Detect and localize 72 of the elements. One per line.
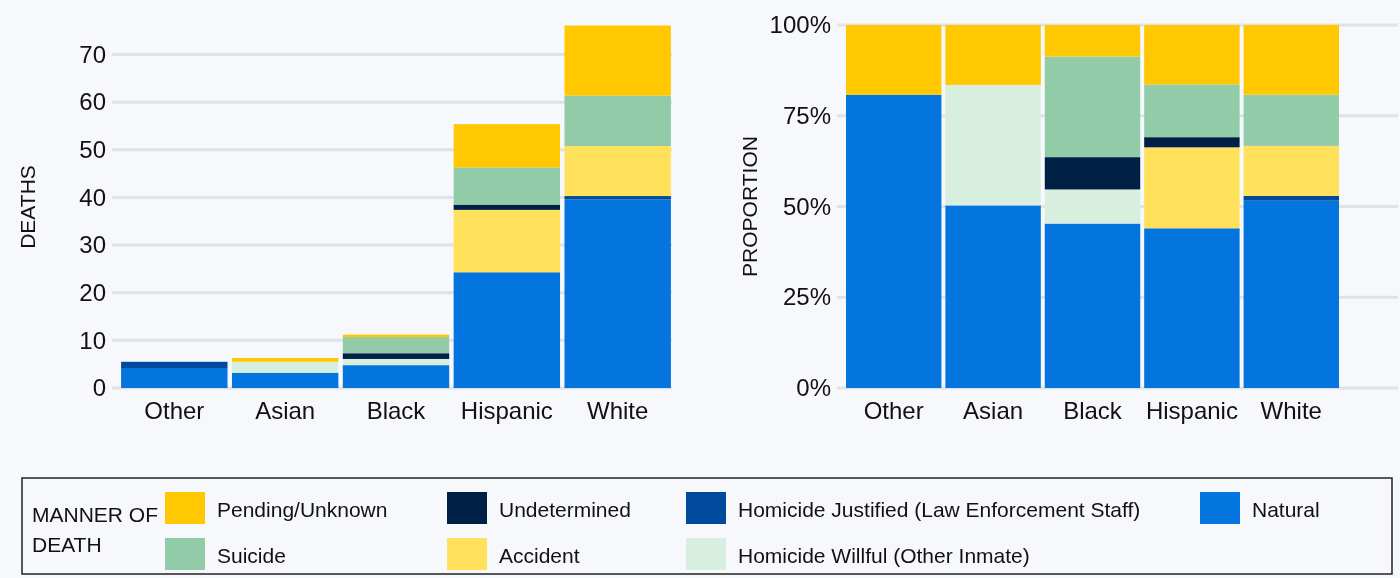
bar xyxy=(453,124,561,168)
bar xyxy=(1144,147,1240,229)
bar xyxy=(231,372,339,388)
bar xyxy=(342,365,450,388)
bar xyxy=(1144,84,1240,138)
x-tick-label: White xyxy=(587,397,649,425)
x-tick-label: Asian xyxy=(963,397,1024,425)
bar xyxy=(564,196,671,200)
y-tick-label: 75% xyxy=(782,101,831,129)
bar xyxy=(845,94,942,388)
y-tick-label: 50% xyxy=(782,192,831,220)
bar xyxy=(1144,137,1240,148)
bar xyxy=(121,368,228,388)
x-tick-label: Other xyxy=(144,397,205,425)
legend-label: Accident xyxy=(499,544,580,567)
bar xyxy=(453,167,561,205)
bar xyxy=(1243,94,1339,146)
bar xyxy=(1243,200,1339,388)
bar xyxy=(1044,25,1141,57)
y-tick-label: 70 xyxy=(79,40,106,68)
x-tick-label: Black xyxy=(1063,397,1123,425)
bar xyxy=(564,25,671,96)
x-tick-label: White xyxy=(1260,397,1322,425)
bar xyxy=(342,337,450,354)
legend-label: Homicide Willful (Other Inmate) xyxy=(738,544,1030,567)
bar xyxy=(231,357,339,362)
x-tick-label: Asian xyxy=(255,397,316,425)
bar xyxy=(945,84,1041,206)
legend-label: Homicide Justified (Law Enforcement Staff) xyxy=(738,498,1141,521)
bar xyxy=(564,146,671,197)
bar xyxy=(453,209,561,273)
bar xyxy=(1044,189,1141,224)
bar xyxy=(1243,195,1339,201)
y-tick-label: 100% xyxy=(769,11,831,39)
y-tick-label: 30 xyxy=(79,231,106,259)
bar xyxy=(453,204,561,210)
legend-label: Natural xyxy=(1252,498,1320,521)
y-tick-label: 50 xyxy=(79,136,106,164)
bar xyxy=(1144,228,1240,388)
bar xyxy=(564,95,671,147)
bar xyxy=(1243,25,1339,95)
y-axis-title: DEATHS xyxy=(16,165,40,249)
x-tick-label: Black xyxy=(366,397,427,425)
legend-label: Pending/Unknown xyxy=(217,498,388,521)
y-tick-label: 40 xyxy=(79,183,106,211)
y-tick-label: 0% xyxy=(796,374,831,402)
bar xyxy=(342,353,450,359)
y-axis-title: PROPORTION xyxy=(738,136,762,277)
bar xyxy=(342,358,450,366)
bar xyxy=(564,199,671,388)
bar xyxy=(1243,145,1339,196)
legend-label: Suicide xyxy=(217,544,286,567)
bar xyxy=(1044,157,1141,190)
legend-title: MANNER OF DEATH xyxy=(32,503,158,556)
y-tick-label: 25% xyxy=(782,283,831,311)
bar xyxy=(945,205,1041,388)
bar xyxy=(845,25,942,95)
y-tick-label: 0 xyxy=(92,374,106,402)
x-tick-label: Hispanic xyxy=(460,397,553,425)
y-tick-label: 60 xyxy=(79,88,106,116)
x-tick-label: Other xyxy=(863,397,924,425)
bar xyxy=(1144,25,1240,85)
legend-label: Undetermined xyxy=(499,498,631,521)
bar xyxy=(453,272,561,388)
y-tick-label: 10 xyxy=(79,326,106,354)
bar xyxy=(1044,56,1141,158)
bar xyxy=(121,361,228,368)
x-tick-label: Hispanic xyxy=(1145,397,1238,425)
bar xyxy=(231,361,339,373)
bar xyxy=(945,25,1041,85)
bar xyxy=(1044,223,1141,388)
y-tick-label: 20 xyxy=(79,278,106,306)
